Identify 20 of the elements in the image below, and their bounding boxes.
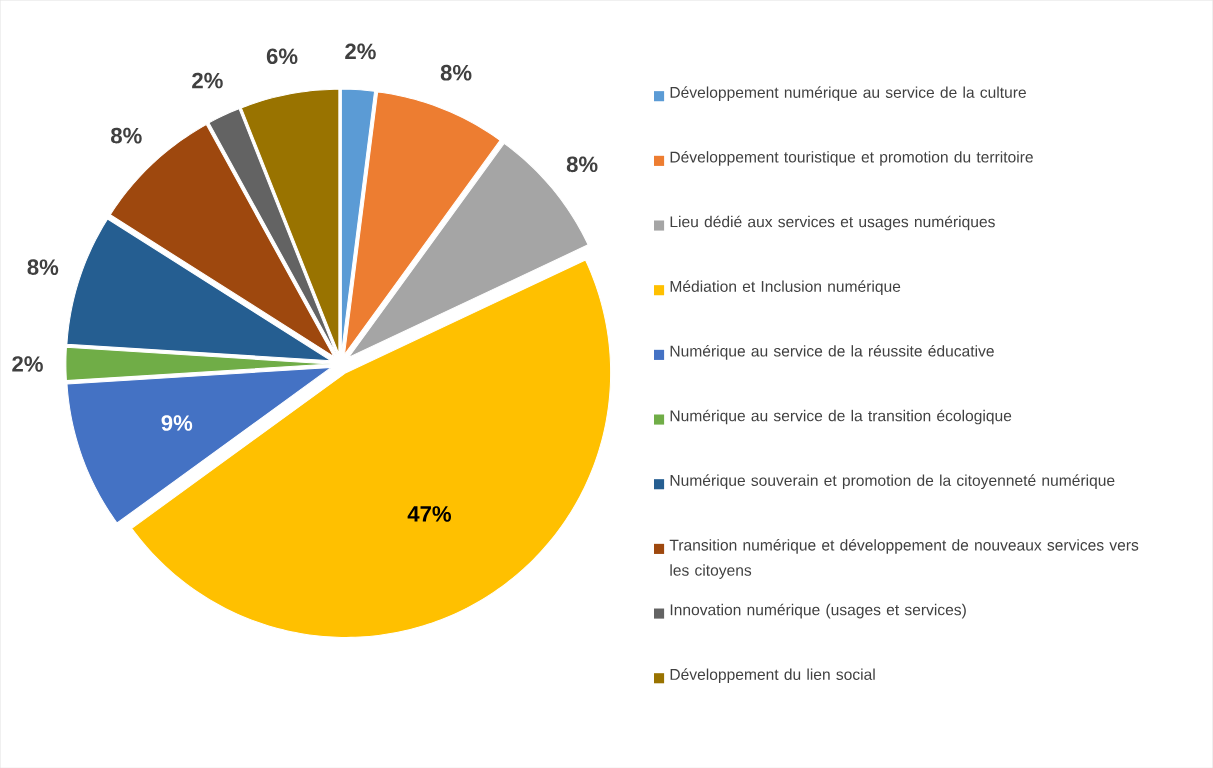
data-label: 2%: [345, 43, 376, 59]
legend-label: Développement numérique au service de la culture: [670, 86, 1026, 101]
legend-label: Développement touristique et promotion du territoire: [670, 150, 1033, 166]
data-label: 8%: [566, 156, 598, 172]
legend-label: Numérique au service de la transition écologique: [670, 409, 1012, 425]
legend-label: Transition numérique et développement de nouveaux services vers les citoyens: [669, 538, 1139, 579]
data-label: 9%: [161, 414, 193, 431]
data-label: 2%: [12, 355, 43, 372]
data-label: 8%: [111, 127, 142, 144]
legend-label: Innovation numérique (usages et services): [670, 603, 966, 619]
data-label: 6%: [266, 48, 298, 64]
data-label: 8%: [440, 64, 472, 81]
legend-label: Numérique souverain et promotion de la citoyenneté numérique: [670, 474, 1115, 489]
legend-label: Développement du lien social: [670, 668, 875, 683]
data-label: 47%: [407, 505, 452, 522]
legend-label: Numérique au service de la réussite éducative: [670, 344, 994, 360]
data-label: 8%: [27, 259, 59, 275]
data-label: 2%: [192, 72, 223, 89]
legend-label: Médiation et Inclusion numérique: [670, 280, 901, 295]
legend-label: Lieu dédié aux services et usages numériques: [670, 215, 995, 231]
